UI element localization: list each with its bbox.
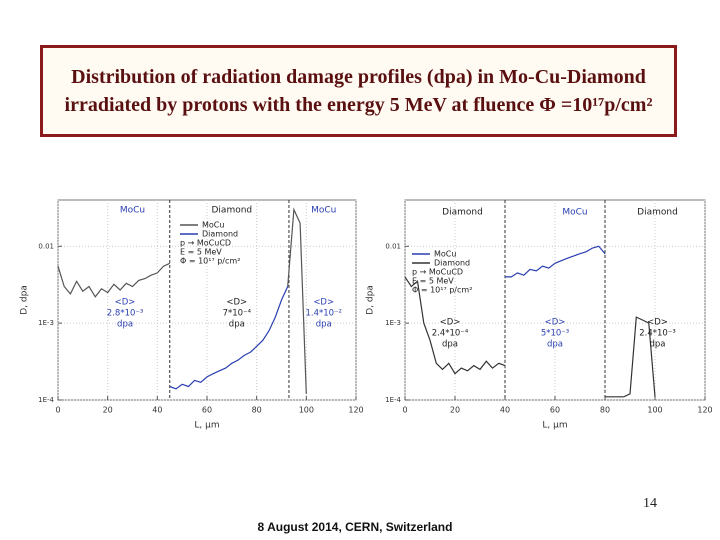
legend-note: E = 5 MeV bbox=[180, 248, 222, 257]
region-label: Diamond bbox=[442, 208, 483, 218]
x-tick-label: 100 bbox=[647, 406, 662, 415]
legend-label: Diamond bbox=[434, 259, 470, 268]
y-tick-label: 1E-3 bbox=[38, 319, 54, 327]
region-label: Diamond bbox=[212, 206, 253, 216]
x-axis-label: L, μm bbox=[194, 421, 219, 431]
average-label: 2.8*10⁻³ bbox=[107, 309, 143, 319]
x-tick-label: 80 bbox=[600, 406, 610, 415]
series-line bbox=[57, 207, 307, 394]
average-label: dpa bbox=[650, 340, 666, 350]
average-label: dpa bbox=[442, 340, 458, 350]
legend-label: MoCu bbox=[434, 250, 456, 259]
legend-note: p → MoCuCD bbox=[412, 268, 463, 277]
title-line: irradiated by protons with the energy 5 … bbox=[64, 94, 653, 116]
average-label: dpa bbox=[547, 340, 563, 350]
x-tick-label: 60 bbox=[550, 406, 560, 415]
region-label: MoCu bbox=[562, 208, 587, 218]
y-tick-label: 0.01 bbox=[385, 242, 401, 250]
average-label: <D> bbox=[313, 298, 334, 308]
y-tick-label: 0.01 bbox=[38, 242, 54, 250]
page-number: 14 bbox=[643, 496, 657, 511]
region-label: MoCu bbox=[120, 206, 145, 216]
x-tick-label: 120 bbox=[348, 406, 363, 415]
footer: 8 August 2014, CERN, Switzerland bbox=[257, 520, 453, 534]
legend-note: p → MoCuCD bbox=[180, 239, 231, 248]
legend-note: E = 5 MeV bbox=[412, 277, 454, 286]
average-label: 5*10⁻³ bbox=[541, 329, 569, 339]
series-line bbox=[404, 276, 656, 398]
average-label: <D> bbox=[440, 318, 461, 328]
region-label: MoCu bbox=[311, 206, 336, 216]
legend-label: MoCu bbox=[202, 221, 224, 230]
average-label: 1.4*10⁻² bbox=[305, 309, 341, 319]
legend-note: Φ = 10¹⁷ p/cm² bbox=[180, 257, 240, 266]
average-label: 2.4*10⁻⁴ bbox=[432, 329, 469, 339]
y-axis-label: D, dpa bbox=[366, 285, 376, 315]
x-tick-label: 40 bbox=[152, 406, 162, 415]
y-axis-label: D, dpa bbox=[20, 285, 30, 315]
x-tick-label: 20 bbox=[450, 406, 460, 415]
average-label: 7*10⁻⁴ bbox=[223, 309, 252, 319]
x-tick-label: 0 bbox=[402, 406, 407, 415]
legend-label: Diamond bbox=[202, 230, 238, 239]
y-tick-label: 1E-4 bbox=[38, 396, 54, 404]
average-label: <D> bbox=[545, 318, 566, 328]
x-tick-label: 80 bbox=[252, 406, 262, 415]
series-line bbox=[505, 245, 606, 278]
average-label: <D> bbox=[226, 298, 247, 308]
title-box: Distribution of radiation damage profile… bbox=[40, 45, 677, 137]
average-label: dpa bbox=[229, 320, 245, 330]
region-label: Diamond bbox=[637, 208, 678, 218]
x-tick-label: 120 bbox=[697, 406, 712, 415]
x-tick-label: 20 bbox=[103, 406, 113, 415]
y-tick-label: 1E-4 bbox=[385, 396, 401, 404]
x-axis-label: L, μm bbox=[542, 421, 567, 431]
x-tick-label: 60 bbox=[202, 406, 212, 415]
average-label: dpa bbox=[117, 320, 133, 330]
average-label: dpa bbox=[316, 320, 332, 330]
x-tick-label: 0 bbox=[55, 406, 60, 415]
x-tick-label: 100 bbox=[299, 406, 314, 415]
series-line bbox=[169, 286, 289, 390]
average-label: <D> bbox=[115, 298, 136, 308]
legend-note: Φ = 10¹⁷ p/cm² bbox=[412, 286, 472, 295]
title-line: Distribution of radiation damage profile… bbox=[71, 66, 646, 88]
y-tick-label: 1E-3 bbox=[385, 319, 401, 327]
x-tick-label: 40 bbox=[500, 406, 510, 415]
average-label: <D> bbox=[647, 318, 668, 328]
average-label: 2.4*10⁻³ bbox=[639, 329, 675, 339]
